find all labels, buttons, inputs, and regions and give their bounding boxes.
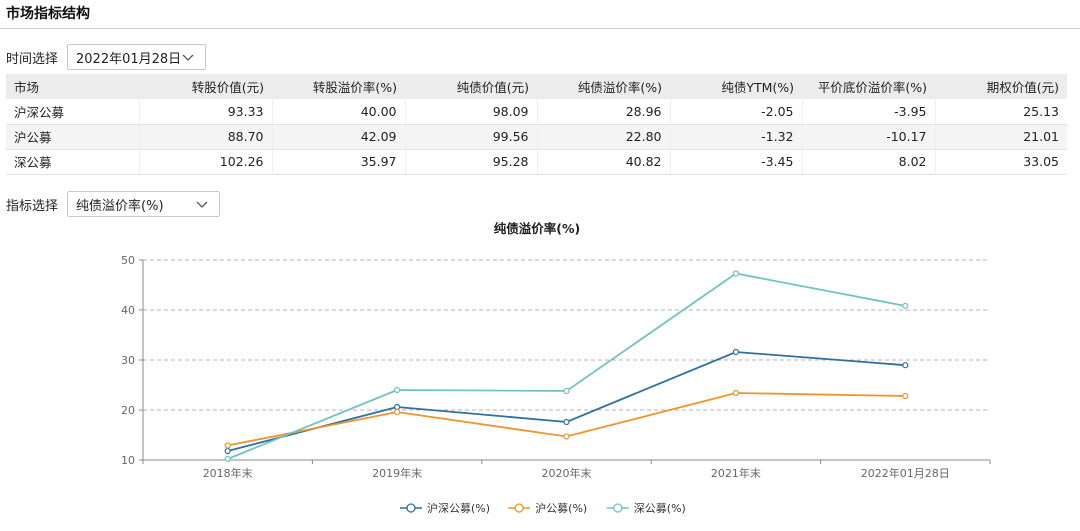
legend-label: 深公募(%) bbox=[634, 502, 686, 515]
table-cell: -3.95 bbox=[802, 99, 936, 125]
table-cell: 40.82 bbox=[537, 149, 671, 175]
y-tick-label: 50 bbox=[121, 254, 135, 267]
column-header[interactable]: 纯债YTM(%) bbox=[670, 74, 802, 99]
table-cell: 25.13 bbox=[935, 99, 1067, 125]
page-header: 市场指标结构 bbox=[0, 0, 1080, 29]
legend-marker bbox=[514, 503, 524, 513]
x-tick-label: 2022年01月28日 bbox=[861, 466, 950, 480]
chart-legend: 沪深公募(%) 沪公募(%) 深公募(%) bbox=[400, 501, 686, 515]
table-cell: 深公募 bbox=[6, 149, 140, 175]
page-title: 市场指标结构 bbox=[6, 6, 90, 22]
market-indicator-table: 市场 转股价值(元) 转股溢价率(%) 纯债价值(元) 纯债溢价率(%) 纯债Y… bbox=[6, 74, 1067, 175]
table-cell: 93.33 bbox=[139, 99, 273, 125]
x-tick-label: 2021年末 bbox=[711, 466, 761, 480]
x-tick-label: 2019年末 bbox=[372, 466, 422, 480]
line-chart: 纯债溢价率(%) 10 20 30 40 50 2018年末 2019年末 2020年末 202… bbox=[121, 221, 991, 515]
data-point[interactable] bbox=[563, 433, 570, 440]
x-tick-label: 2020年末 bbox=[542, 466, 592, 480]
data-point[interactable] bbox=[902, 362, 909, 369]
table-row: 沪深公募 93.33 40.00 98.09 28.96 -2.05 -3.95… bbox=[6, 99, 1067, 125]
x-tick-label: 2018年末 bbox=[203, 466, 253, 480]
legend-marker bbox=[406, 503, 416, 513]
column-header[interactable]: 平价底价溢价率(%) bbox=[802, 74, 935, 99]
indicator-select-dropdown[interactable]: 纯债溢价率(%) bbox=[67, 191, 221, 217]
time-select-value: 2022年01月28日 bbox=[76, 51, 182, 67]
table-cell: 35.97 bbox=[272, 149, 406, 175]
time-selector: 时间选择 2022年01月28日 bbox=[6, 44, 207, 70]
column-header[interactable]: 纯债溢价率(%) bbox=[537, 74, 670, 99]
data-point[interactable] bbox=[224, 455, 231, 463]
table-cell: 102.26 bbox=[139, 149, 273, 175]
chevron-down-icon bbox=[196, 201, 208, 208]
table-cell: 21.01 bbox=[935, 124, 1067, 150]
legend-label: 沪公募(%) bbox=[535, 501, 587, 515]
indicator-select-value: 纯债溢价率(%) bbox=[76, 198, 164, 214]
legend-marker bbox=[613, 503, 623, 513]
column-header[interactable]: 纯债价值(元) bbox=[405, 74, 537, 99]
table-cell: 42.09 bbox=[272, 124, 406, 150]
data-point[interactable] bbox=[732, 348, 740, 356]
table-cell: 22.80 bbox=[537, 124, 671, 150]
table-row: 沪公募 88.70 42.09 99.56 22.80 -1.32 -10.17… bbox=[6, 124, 1067, 150]
series-0 bbox=[224, 348, 909, 455]
legend-label: 沪深公募(%) bbox=[427, 501, 490, 515]
time-selector-label: 时间选择 bbox=[6, 51, 59, 67]
data-point[interactable] bbox=[394, 386, 401, 394]
data-point[interactable] bbox=[224, 447, 231, 455]
column-header[interactable]: 转股溢价率(%) bbox=[272, 74, 405, 99]
table-cell: -1.32 bbox=[670, 124, 803, 150]
table-cell: 88.70 bbox=[139, 124, 273, 150]
chevron-down-icon bbox=[182, 54, 194, 61]
table-cell: 33.05 bbox=[935, 149, 1067, 175]
legend-item-0[interactable]: 沪深公募(%) bbox=[400, 501, 490, 515]
table-header-row: 市场 转股价值(元) 转股溢价率(%) 纯债价值(元) 纯债溢价率(%) 纯债Y… bbox=[6, 74, 1067, 99]
table-row: 深公募 102.26 35.97 95.28 40.82 -3.45 8.02 … bbox=[6, 149, 1067, 175]
table-cell: 8.02 bbox=[802, 149, 936, 175]
data-point[interactable] bbox=[394, 403, 401, 411]
y-tick-label: 20 bbox=[121, 404, 135, 417]
chart-title: 纯债溢价率(%) bbox=[494, 221, 580, 236]
table-cell: 99.56 bbox=[405, 124, 538, 150]
y-tick-label: 40 bbox=[121, 304, 135, 317]
data-point[interactable] bbox=[902, 302, 909, 310]
table-cell: 28.96 bbox=[537, 99, 671, 125]
data-point[interactable] bbox=[394, 408, 401, 416]
y-tick-label: 30 bbox=[121, 354, 135, 367]
y-tick-label: 10 bbox=[121, 454, 135, 467]
chart-axes: 10 20 30 40 50 2018年末 2019年末 2020年末 2021年末 2022年0… bbox=[121, 254, 991, 480]
data-point[interactable] bbox=[732, 389, 740, 397]
data-point[interactable] bbox=[732, 270, 740, 277]
chart-series bbox=[224, 270, 909, 463]
chart-gridlines bbox=[143, 259, 990, 411]
legend-item-2[interactable]: 深公募(%) bbox=[606, 502, 686, 515]
indicator-selector: 指标选择 纯债溢价率(%) bbox=[6, 191, 221, 217]
time-select-dropdown[interactable]: 2022年01月28日 bbox=[67, 44, 207, 70]
table-cell: -3.45 bbox=[670, 149, 803, 175]
data-point[interactable] bbox=[563, 418, 570, 426]
series-2 bbox=[224, 270, 909, 463]
data-point[interactable] bbox=[563, 387, 570, 395]
column-header[interactable]: 期权价值(元) bbox=[935, 74, 1067, 99]
legend-item-1[interactable]: 沪公募(%) bbox=[508, 501, 587, 515]
column-header[interactable]: 市场 bbox=[6, 74, 139, 99]
table-cell: -10.17 bbox=[802, 124, 936, 150]
table-cell: 98.09 bbox=[405, 99, 538, 125]
table-cell: 沪深公募 bbox=[6, 99, 140, 125]
table-cell: 40.00 bbox=[272, 99, 406, 125]
table-cell: -2.05 bbox=[670, 99, 803, 125]
table-cell: 95.28 bbox=[405, 149, 538, 175]
column-header[interactable]: 转股价值(元) bbox=[139, 74, 272, 99]
series-line bbox=[227, 272, 906, 460]
data-point[interactable] bbox=[224, 442, 231, 449]
indicator-selector-label: 指标选择 bbox=[6, 198, 59, 214]
data-point[interactable] bbox=[902, 392, 909, 400]
table-cell: 沪公募 bbox=[6, 124, 140, 150]
series-1 bbox=[224, 389, 909, 449]
